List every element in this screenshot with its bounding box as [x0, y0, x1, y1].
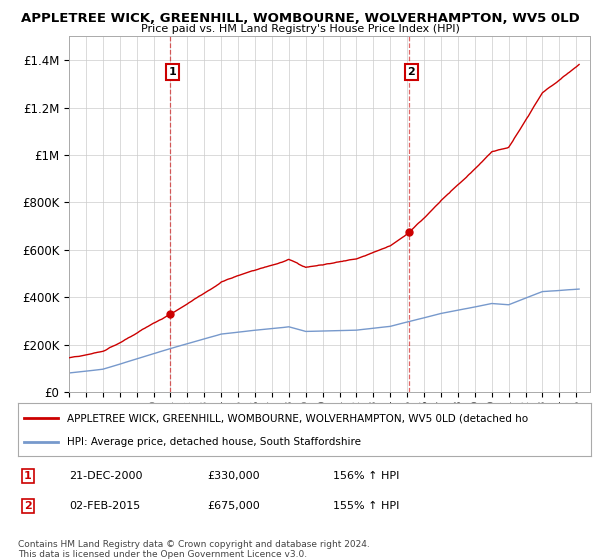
Text: APPLETREE WICK, GREENHILL, WOMBOURNE, WOLVERHAMPTON, WV5 0LD (detached ho: APPLETREE WICK, GREENHILL, WOMBOURNE, WO…: [67, 413, 528, 423]
Text: 1: 1: [24, 471, 31, 481]
Text: HPI: Average price, detached house, South Staffordshire: HPI: Average price, detached house, Sout…: [67, 436, 361, 446]
Text: 02-FEB-2015: 02-FEB-2015: [70, 501, 141, 511]
Text: 156% ↑ HPI: 156% ↑ HPI: [333, 471, 400, 481]
Text: APPLETREE WICK, GREENHILL, WOMBOURNE, WOLVERHAMPTON, WV5 0LD: APPLETREE WICK, GREENHILL, WOMBOURNE, WO…: [20, 12, 580, 25]
Text: Price paid vs. HM Land Registry's House Price Index (HPI): Price paid vs. HM Land Registry's House …: [140, 24, 460, 34]
Text: Contains HM Land Registry data © Crown copyright and database right 2024.
This d: Contains HM Land Registry data © Crown c…: [18, 540, 370, 559]
Text: £330,000: £330,000: [207, 471, 260, 481]
Text: 2: 2: [407, 67, 415, 77]
Text: £675,000: £675,000: [207, 501, 260, 511]
Text: 2: 2: [24, 501, 31, 511]
Text: 1: 1: [169, 67, 176, 77]
Text: 155% ↑ HPI: 155% ↑ HPI: [333, 501, 400, 511]
Text: 21-DEC-2000: 21-DEC-2000: [70, 471, 143, 481]
